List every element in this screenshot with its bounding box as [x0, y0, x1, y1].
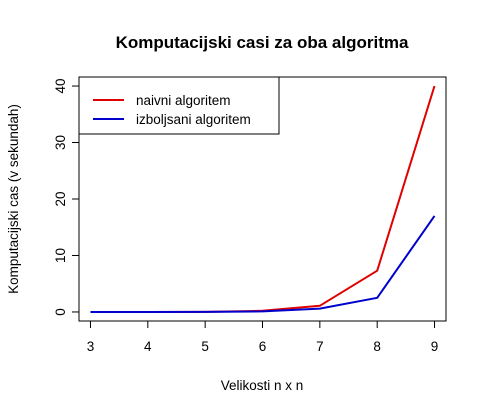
legend-box [78, 76, 280, 135]
legend: naivni algoritem izboljsani algoritem [78, 76, 280, 135]
x-axis-label: Velikosti n x n [221, 378, 304, 393]
y-tick-label-40: 40 [53, 79, 68, 94]
series-lines [90, 85, 436, 313]
legend-label-naivni: naivni algoritem [136, 93, 231, 108]
series-line-izboljsani [90, 215, 436, 313]
y-tick-label-30: 30 [53, 135, 68, 150]
x-tick-label-4: 4 [144, 339, 152, 354]
x-tick-label-3: 3 [87, 339, 95, 354]
y-tick-label-20: 20 [53, 191, 68, 206]
x-axis: 3 4 5 6 7 8 9 [87, 321, 439, 354]
y-axis: 0 10 20 30 40 [53, 79, 79, 316]
y-tick-label-0: 0 [53, 308, 68, 316]
x-tick-label-7: 7 [316, 339, 324, 354]
y-axis-label: Komputacijski cas (v sekundah) [6, 104, 21, 294]
x-tick-label-6: 6 [259, 339, 267, 354]
x-tick-label-9: 9 [431, 339, 439, 354]
x-tick-label-5: 5 [201, 339, 209, 354]
legend-label-izboljsani: izboljsani algoritem [136, 112, 251, 127]
y-tick-label-10: 10 [53, 248, 68, 263]
chart-title: Komputacijski casi za oba algoritma [116, 33, 409, 52]
x-tick-label-8: 8 [373, 339, 381, 354]
